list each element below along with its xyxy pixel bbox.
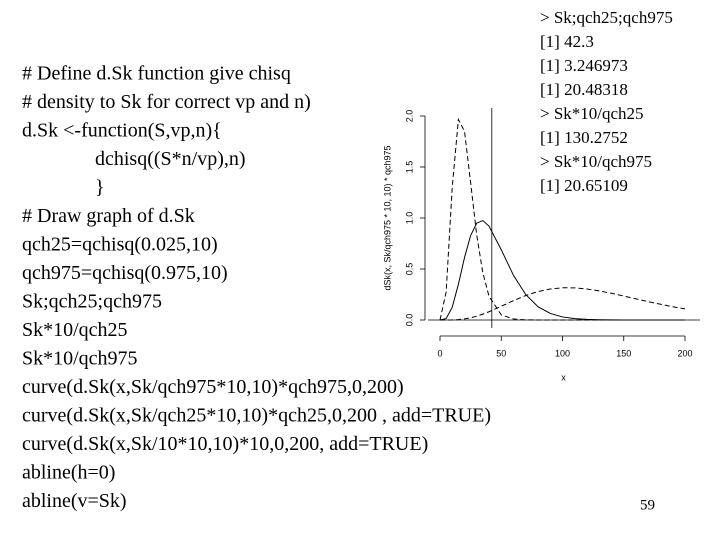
y-axis-label: dSk(x, Sk/qch975 * 10, 10) * qch975 [382, 145, 392, 290]
code-line: curve(d.Sk(x,Sk/qch975*10,10)*qch975,0,2… [22, 376, 404, 398]
console-output: > Sk;qch25;qch975 [540, 8, 673, 27]
y-tick-label: 2.0 [404, 110, 414, 123]
code-line: qch25=qchisq(0.025,10) [22, 234, 218, 256]
x-axis-label: x [561, 372, 566, 382]
console-output: > Sk*10/qch25 [540, 104, 644, 123]
console-output: [1] 42.3 [540, 32, 594, 51]
x-tick-label: 100 [555, 348, 570, 358]
x-tick-label: 200 [677, 348, 692, 358]
x-tick-label: 150 [616, 348, 631, 358]
code-line: # Define d.Sk function give chisq [22, 63, 291, 85]
code-line: # Draw graph of d.Sk [22, 205, 195, 227]
code-line: dchisq((S*n/vp),n) [95, 148, 246, 170]
console-output: [1] 20.65109 [540, 176, 628, 195]
console-output: [1] 20.48318 [540, 80, 628, 99]
code-line: Sk*10/qch25 [22, 319, 128, 341]
y-tick-label: 0.5 [404, 263, 414, 276]
code-line: qch975=qchisq(0.975,10) [22, 262, 228, 284]
code-line: abline(v=Sk) [22, 490, 127, 512]
x-tick-label: 50 [496, 348, 506, 358]
curve [439, 219, 685, 321]
code-line: Sk;qch25;qch975 [22, 291, 162, 313]
page-number: 59 [640, 497, 655, 513]
code-line: d.Sk <-function(S,vp,n){ [22, 120, 222, 142]
y-tick-label: 1.0 [404, 212, 414, 225]
console-output: > Sk*10/qch975 [540, 152, 652, 171]
curve [439, 287, 686, 321]
y-tick-label: 0.0 [404, 314, 414, 327]
console-output: [1] 3.246973 [540, 56, 628, 75]
y-tick-label: 1.5 [404, 161, 414, 174]
code-line: curve(d.Sk(x,Sk/qch25*10,10)*qch25,0,200… [22, 405, 491, 427]
code-line: abline(h=0) [22, 462, 115, 484]
plot: 0.0 0.5 1.0 1.5 2.0 0 50 100 150 200 x dSk(x, Sk/qc… [382, 108, 700, 382]
code-line: Sk*10/qch975 [22, 348, 138, 370]
code-line: curve(d.Sk(x,Sk/10*10,10)*10,0,200, add=… [22, 433, 428, 455]
code-line: # density to Sk for correct vp and n) [22, 91, 311, 113]
code-line: } [95, 177, 105, 199]
x-tick-label: 0 [437, 348, 442, 358]
console-output: [1] 130.2752 [540, 128, 628, 147]
